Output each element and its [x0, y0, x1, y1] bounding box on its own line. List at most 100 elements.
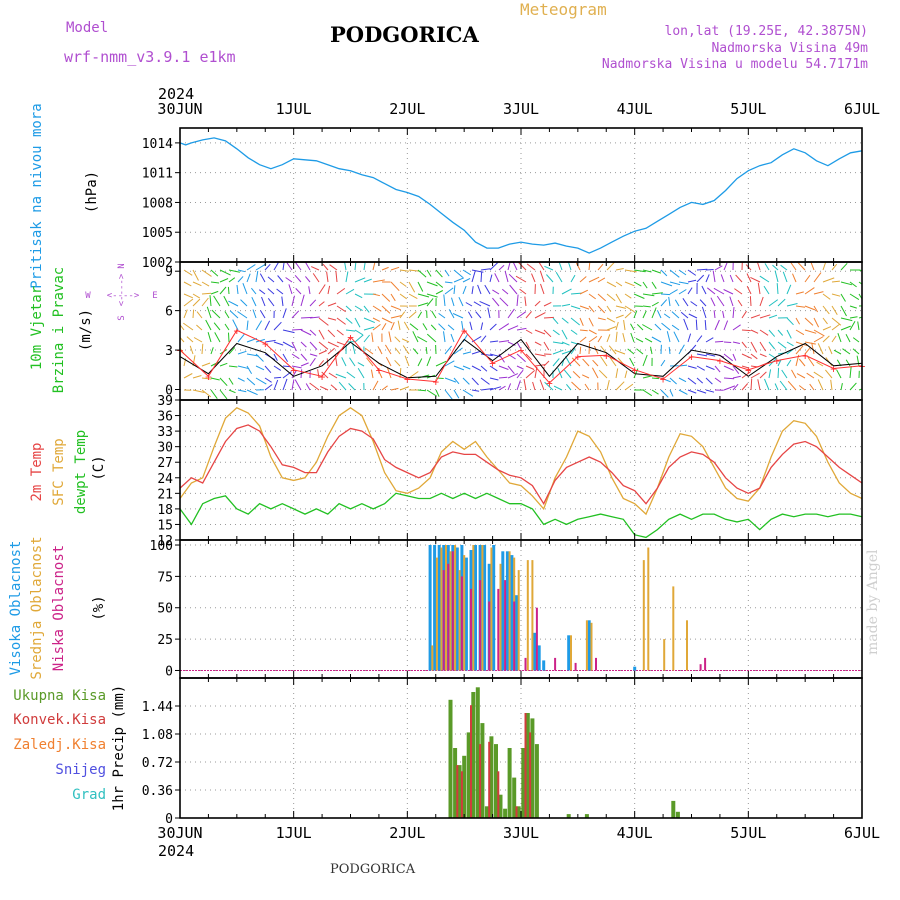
wind-barb [624, 293, 632, 299]
wind-barb [673, 331, 680, 343]
wind-barb [345, 305, 352, 312]
wind-barb [240, 299, 248, 307]
wind-barb [192, 309, 195, 319]
wind-barb [327, 285, 331, 295]
cloud-axis-title-low: Niska Oblacnost [51, 545, 67, 671]
wind-barb [813, 272, 822, 283]
wind-barb [606, 293, 616, 302]
y-tick-label: 0.36 [142, 784, 173, 799]
wind-barb [192, 375, 202, 379]
wind-barb [201, 297, 209, 307]
wind-barb [210, 361, 220, 367]
wind-barb [401, 338, 410, 343]
wind-barb [642, 310, 647, 319]
compass-sn-arrow: <----> [117, 273, 127, 306]
wind-barb [732, 365, 740, 375]
wind-barb [858, 316, 862, 319]
wind-barb [399, 281, 407, 287]
wind-barb [615, 381, 625, 391]
page-title: PODGORICA [330, 22, 479, 47]
wind-barb [291, 328, 303, 331]
wind-barb [623, 320, 626, 331]
high-cloud-bar [464, 557, 468, 671]
low-cloud-bar [704, 657, 707, 671]
wind-barb [579, 329, 588, 332]
wind-barb [210, 377, 220, 381]
wind-barb [300, 353, 308, 361]
wind-barb [211, 309, 221, 319]
wind-barb [831, 263, 838, 271]
wind-barb [671, 311, 680, 319]
wind-barb [840, 305, 847, 317]
wind-barb [723, 385, 736, 391]
y-tick-label: 33 [157, 425, 173, 440]
wind-barb [480, 268, 491, 271]
wind-barb [345, 317, 353, 324]
wind-barb [768, 329, 776, 337]
wind-barb [444, 389, 453, 400]
high-cloud-bar [505, 551, 509, 671]
wind-barb [614, 349, 626, 355]
wind-barb [705, 377, 713, 385]
x-day-label-bottom: 5JUL [730, 824, 766, 842]
wind-barb [206, 306, 212, 319]
mid-cloud-bar [508, 551, 511, 671]
wind-barb [526, 263, 536, 271]
temp-2m-line [179, 424, 863, 506]
wind-barb [804, 347, 811, 355]
wind-barb [381, 317, 393, 324]
wind-barb [606, 262, 615, 271]
wind-barb [561, 350, 572, 355]
mid-cloud-bar [531, 560, 534, 671]
compass-we-arrow: <----> [107, 291, 140, 301]
wind-barb [322, 263, 329, 271]
wind-barb [498, 385, 506, 391]
y-tick-label: 1011 [142, 167, 173, 182]
mid-cloud-bar [585, 620, 588, 671]
wind-barb [609, 357, 617, 367]
wind-barb [318, 301, 325, 307]
wind-barb [849, 382, 857, 391]
wind-barb [480, 388, 493, 391]
wind-barb [334, 354, 338, 367]
wind-barb [507, 353, 516, 360]
x-day-label-top: 4JUL [617, 100, 653, 118]
pressure-unit: (hPa) [84, 171, 100, 213]
wind-barb [385, 356, 392, 367]
wind-barb [183, 281, 192, 287]
wind-barb [713, 310, 716, 319]
wind-barb [622, 332, 626, 343]
coordinates-text: lon,lat (19.25E, 42.3875N) [664, 24, 869, 39]
wind-barb [408, 293, 418, 300]
wind-barb [842, 348, 851, 355]
precip-total-bar [507, 748, 512, 818]
wind-barb [789, 262, 797, 271]
wind-barb [597, 263, 604, 271]
wind-barb [219, 278, 229, 283]
wind-barb [822, 262, 827, 271]
wind-barb [273, 376, 282, 379]
wind-gust-marker: + [347, 331, 354, 344]
wind-barb [588, 343, 591, 355]
wind-barb [680, 311, 689, 319]
wind-barb [654, 323, 662, 331]
wind-barb [543, 341, 550, 351]
wind-barb [779, 380, 788, 391]
wind-barb [453, 277, 465, 283]
wind-barb [615, 314, 624, 319]
wind-barb [660, 281, 673, 287]
y-tick-label: 3 [165, 344, 173, 359]
wind-barb [372, 317, 381, 322]
wind-barb [480, 377, 490, 385]
wind-barb [512, 262, 518, 271]
wind-barb [701, 285, 707, 295]
wind-barb [642, 375, 654, 379]
wind-barb [282, 341, 294, 349]
wind-barb [759, 371, 767, 379]
wind-barb [357, 367, 365, 379]
wind-barb [644, 337, 653, 343]
x-day-label-bottom: 1JUL [276, 824, 312, 842]
wind-barb [291, 370, 297, 379]
wind-barb [722, 310, 725, 319]
wind-barb [357, 362, 365, 367]
